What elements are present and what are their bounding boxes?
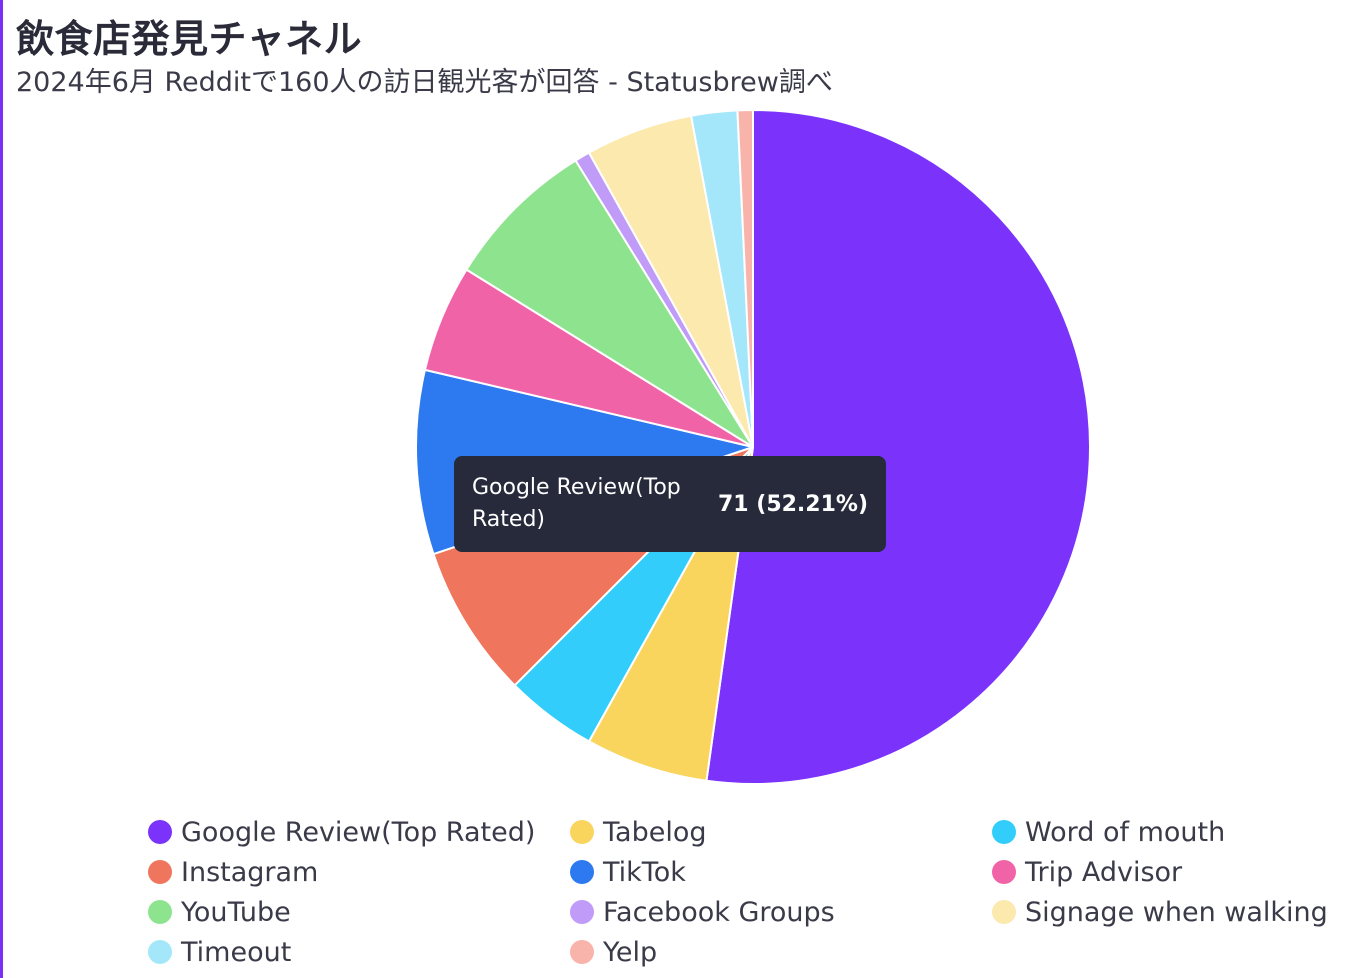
legend-label: Word of mouth: [1025, 816, 1226, 848]
pie-slice-youtube[interactable]: [465, 159, 754, 448]
legend-label: Facebook Groups: [603, 896, 835, 928]
legend-swatch: [148, 820, 172, 844]
legend-swatch: [148, 940, 172, 964]
legend-swatch: [570, 900, 594, 924]
chart-tooltip: Google Review(Top Rated) 71 (52.21%): [454, 456, 886, 552]
legend-swatch: [570, 860, 594, 884]
legend-label: YouTube: [181, 896, 291, 928]
legend-label: Trip Advisor: [1025, 856, 1183, 888]
legend-item-word-of-mouth[interactable]: Word of mouth: [992, 812, 1332, 852]
legend-label: Google Review(Top Rated): [181, 816, 536, 848]
left-accent-bar: [0, 0, 3, 978]
legend-swatch: [992, 820, 1016, 844]
pie-slice-yelp[interactable]: [736, 109, 754, 448]
legend-label: Timeout: [181, 936, 292, 968]
tooltip-value: 71 (52.21%): [717, 491, 868, 517]
legend-label: Instagram: [181, 856, 319, 888]
legend-swatch: [570, 820, 594, 844]
legend-swatch: [992, 860, 1016, 884]
legend-item-instagram[interactable]: Instagram: [148, 852, 570, 892]
legend-label: Yelp: [603, 936, 658, 968]
legend-item-trip-advisor[interactable]: Trip Advisor: [992, 852, 1332, 892]
chart-title: 飲食店発見チャネル: [16, 17, 363, 61]
chart-legend: Google Review(Top Rated) Tabelog Word of…: [148, 812, 1348, 972]
legend-label: Tabelog: [603, 816, 707, 848]
legend-swatch: [148, 900, 172, 924]
legend-item-facebook-groups[interactable]: Facebook Groups: [570, 892, 992, 932]
legend-item-google-review[interactable]: Google Review(Top Rated): [148, 812, 570, 852]
legend-item-tiktok[interactable]: TikTok: [570, 852, 992, 892]
legend-item-timeout[interactable]: Timeout: [148, 932, 570, 972]
legend-label: Signage when walking: [1025, 896, 1328, 928]
legend-swatch: [992, 900, 1016, 924]
legend-swatch: [570, 940, 594, 964]
legend-item-yelp[interactable]: Yelp: [570, 932, 992, 972]
tooltip-label: Google Review(Top Rated): [472, 475, 681, 532]
legend-item-signage-when-walking[interactable]: Signage when walking: [992, 892, 1332, 932]
chart-subtitle: 2024年6月 Redditで160人の訪日観光客が回答 - Statusbre…: [16, 67, 833, 98]
legend-swatch: [148, 860, 172, 884]
legend-item-tabelog[interactable]: Tabelog: [570, 812, 992, 852]
pie-slice-google-review-top-rated[interactable]: [705, 109, 1092, 785]
legend-label: TikTok: [603, 856, 686, 888]
legend-item-youtube[interactable]: YouTube: [148, 892, 570, 932]
